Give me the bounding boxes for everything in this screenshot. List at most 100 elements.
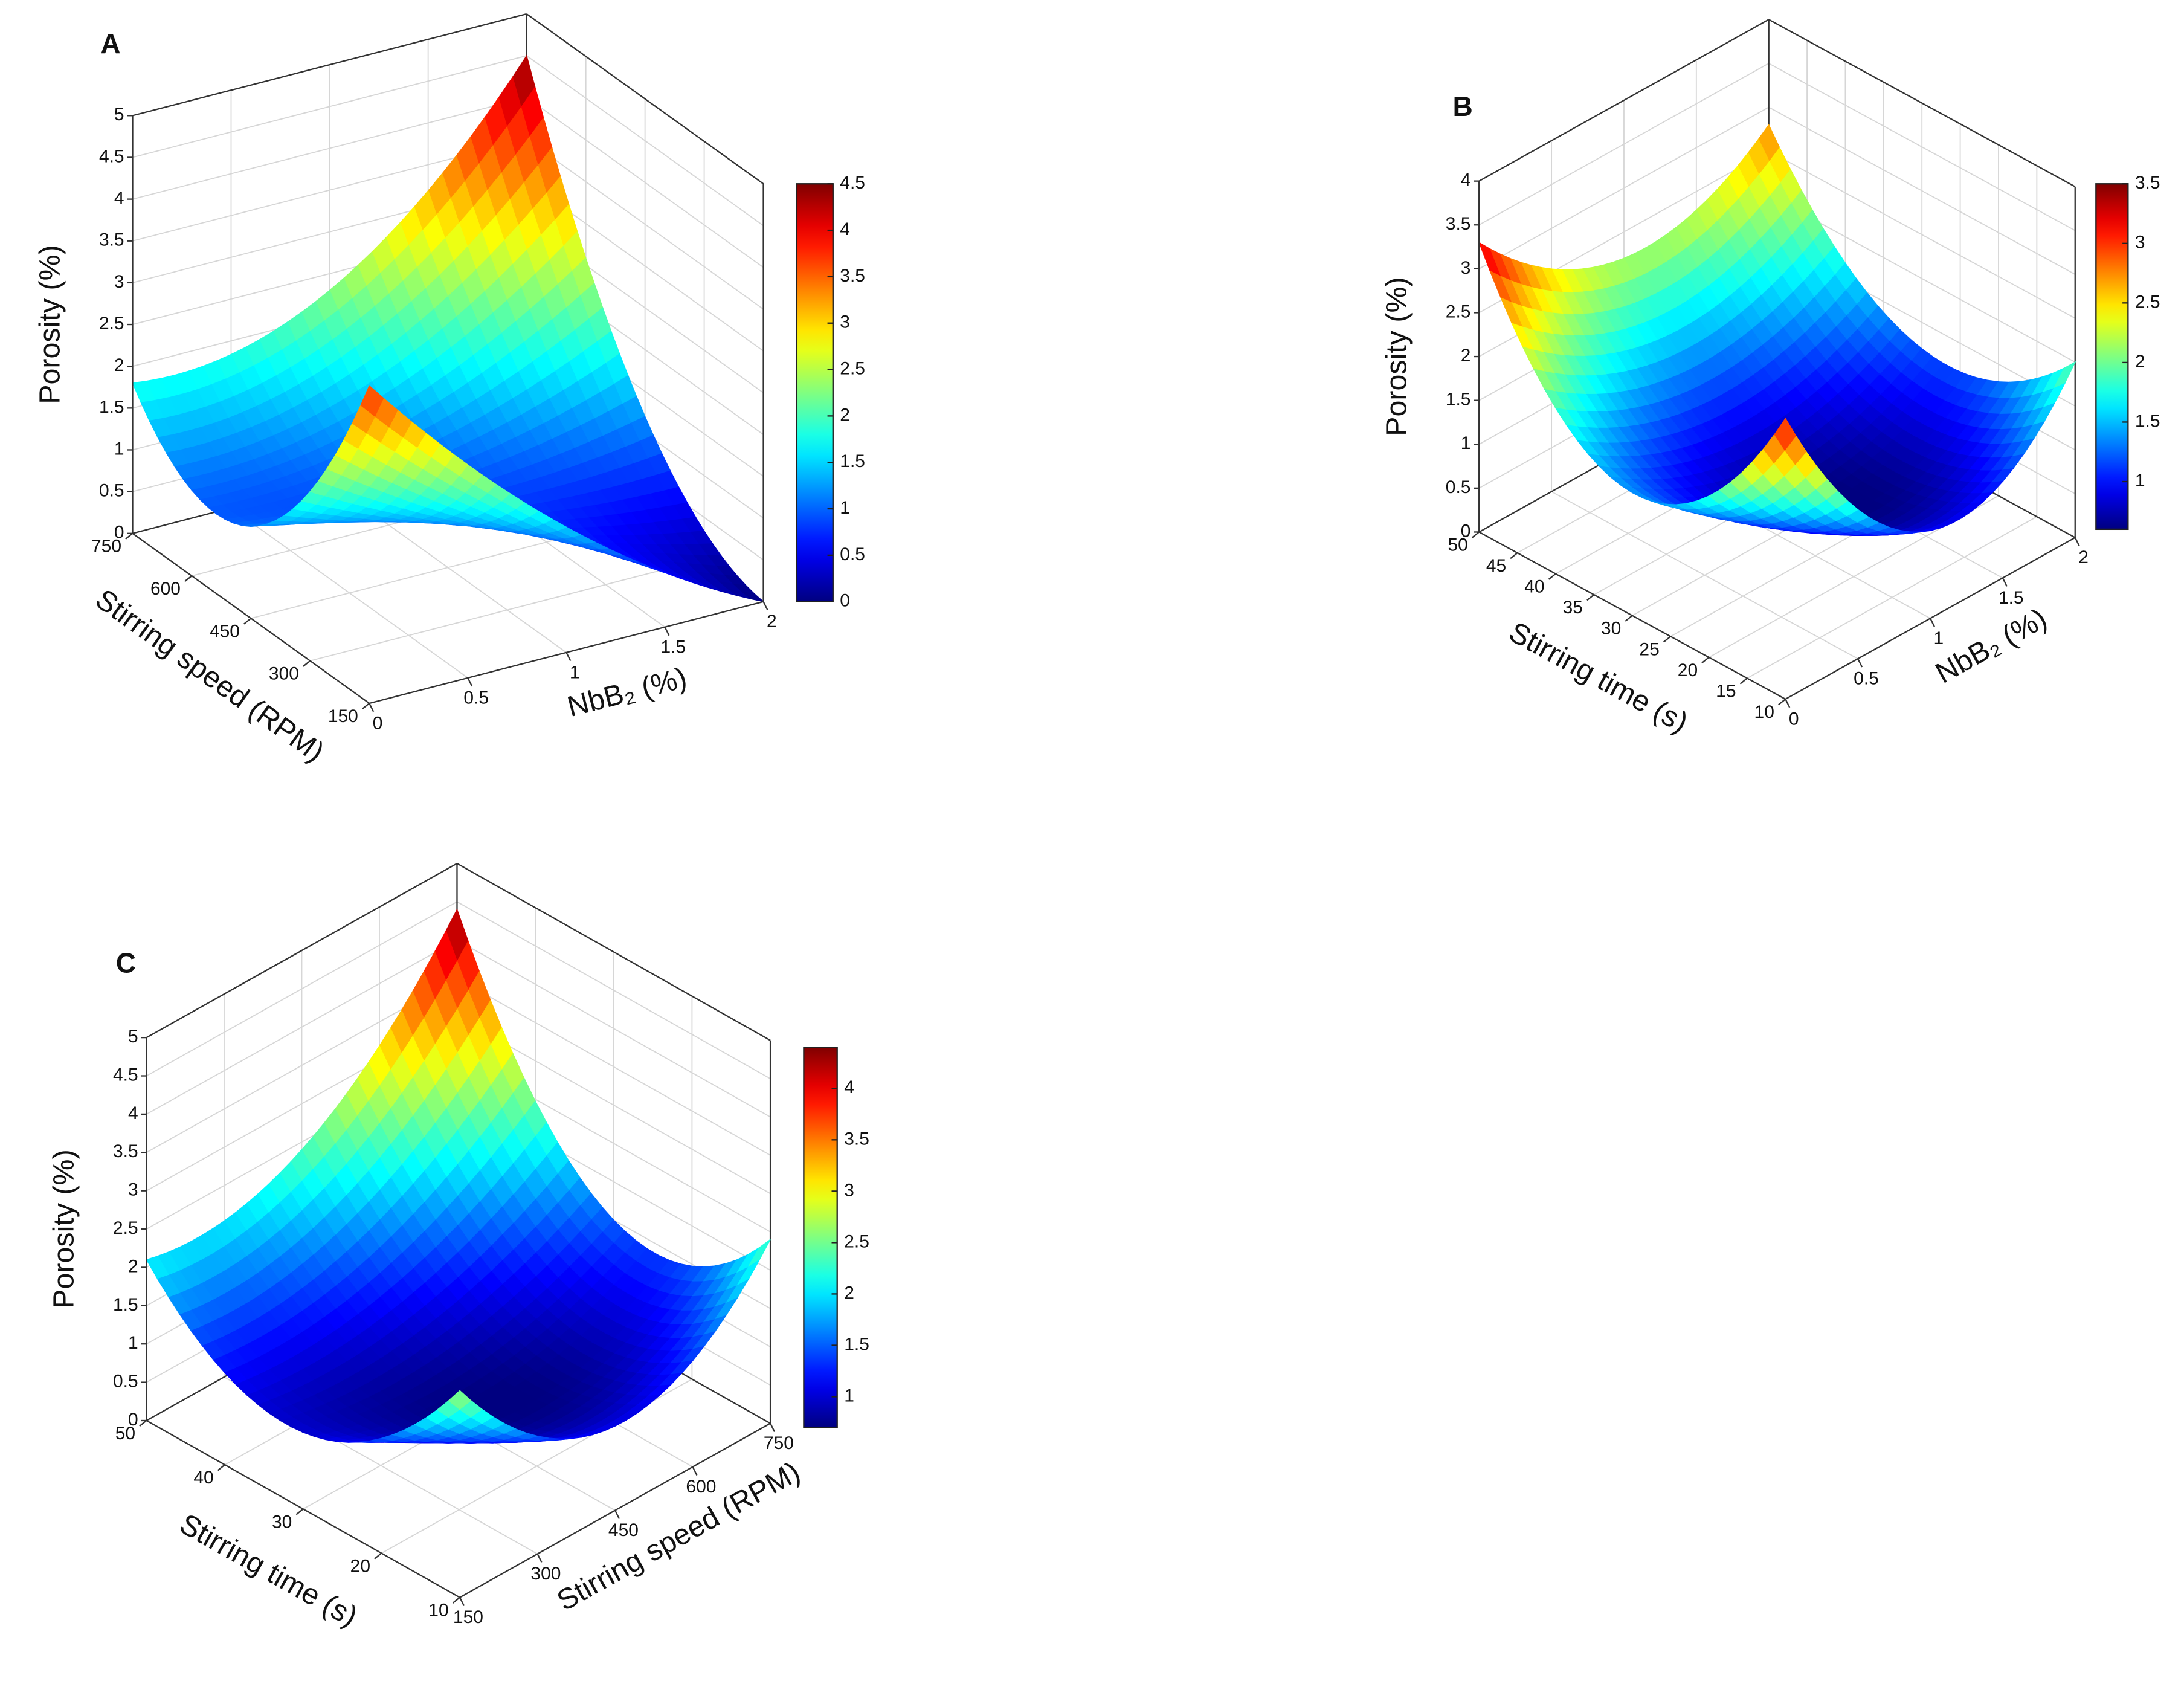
y-tick-label: 45 [1486, 556, 1506, 576]
x-tick-label: 450 [608, 1520, 639, 1540]
z-tick-label: 4.5 [99, 146, 124, 166]
y-tick-label: 50 [1448, 535, 1467, 555]
y-tick [125, 532, 134, 540]
y-tick-label: 300 [269, 664, 299, 684]
x-tick [1930, 618, 1935, 627]
z-tick-label: 0 [128, 1410, 138, 1430]
grid-line [526, 55, 764, 227]
y-tick [1701, 657, 1710, 664]
box-edge [1768, 19, 2076, 187]
colorbar-tick-label: 1.5 [2135, 411, 2160, 431]
z-tick-label: 4 [128, 1103, 138, 1123]
colorbar [796, 183, 834, 602]
z-tick-label: 2 [128, 1256, 138, 1276]
colorbar-tick-label: 0.5 [840, 544, 865, 564]
z-tick-label: 2 [1461, 346, 1471, 366]
z-tick-label: 2 [114, 355, 124, 375]
y-tick-label: 40 [193, 1468, 213, 1488]
x-tick-label: 1.5 [1999, 588, 2024, 608]
x-tick [467, 677, 473, 687]
x-tick [1785, 699, 1791, 708]
grid-line [1768, 106, 2076, 275]
x-tick [614, 1510, 620, 1519]
x-tick-label: 0 [373, 713, 383, 733]
colorbar-tick-label: 0 [840, 591, 850, 611]
y-tick-label: 450 [210, 621, 240, 641]
z-axis-title: Porosity (%) [48, 1149, 80, 1309]
x-tick [2074, 537, 2080, 547]
colorbar-tick-label: 2 [844, 1283, 854, 1303]
y-tick [303, 660, 311, 667]
colorbar-tick-label: 4 [844, 1077, 854, 1097]
colorbar-tick-label: 2 [840, 405, 850, 425]
x-tick-label: 150 [453, 1607, 483, 1627]
z-tick-label: 0.5 [113, 1372, 138, 1392]
y-tick [1778, 699, 1786, 706]
grid-line [457, 978, 771, 1156]
colorbar-tick-label: 1 [844, 1386, 854, 1405]
colorbar [803, 1047, 838, 1428]
colorbar-tick-label: 3.5 [2135, 173, 2160, 193]
grid-line [457, 901, 771, 1079]
x-tick [459, 1597, 465, 1607]
z-tick-label: 1.5 [113, 1295, 138, 1315]
grid-line [1478, 63, 1770, 226]
colorbar-tick-label: 2.5 [840, 358, 865, 378]
y-tick [1739, 677, 1748, 685]
z-tick-label: 2.5 [1446, 302, 1471, 321]
surface [1478, 124, 2076, 537]
x-tick-label: 600 [686, 1477, 716, 1497]
panel-label: A [100, 28, 120, 59]
z-tick-label: 5 [114, 105, 124, 124]
z-tick-label: 2.5 [99, 314, 124, 334]
colorbar-tick-label: 3.5 [844, 1129, 869, 1149]
surface-patch [448, 1390, 472, 1410]
grid-line [310, 558, 704, 662]
x-tick-label: 750 [764, 1433, 794, 1453]
x-axis-title: NbB₂ (%) [1930, 602, 2052, 689]
z-tick-label: 3.5 [113, 1141, 138, 1161]
colorbar-tick-label: 4 [840, 219, 850, 239]
z-tick-label: 3.5 [1446, 214, 1471, 234]
colorbar-tick-label: 2.5 [2135, 292, 2160, 312]
z-tick-label: 1 [114, 439, 124, 459]
x-tick-label: 1 [1934, 628, 1944, 648]
colorbar [2095, 183, 2129, 531]
y-tick-label: 30 [1601, 619, 1621, 639]
z-tick-label: 3 [1461, 258, 1471, 278]
z-tick-label: 0 [1461, 521, 1471, 541]
z-tick-label: 0.5 [99, 481, 124, 501]
panel-label: C [116, 947, 136, 978]
box-edge [132, 13, 527, 117]
surface-patch [360, 385, 384, 417]
x-tick [565, 652, 572, 662]
colorbar-tick-label: 1.5 [840, 451, 865, 471]
x-tick [1857, 658, 1863, 668]
colorbar-tick-label: 2 [2135, 352, 2145, 372]
grid-line [457, 939, 771, 1118]
box-edge [456, 863, 771, 1041]
x-tick [2002, 578, 2008, 587]
grid-line [526, 97, 764, 268]
z-tick-label: 4 [114, 189, 124, 208]
y-tick [217, 1464, 225, 1471]
z-tick-label: 1 [1461, 433, 1471, 453]
surface [146, 908, 771, 1444]
y-tick-label: 10 [1754, 702, 1774, 722]
grid-line [1768, 63, 2076, 231]
y-tick [452, 1596, 460, 1604]
x-tick [369, 703, 375, 712]
x-tick-label: 300 [530, 1564, 561, 1584]
y-tick-label: 40 [1524, 577, 1544, 597]
grid-line [132, 97, 527, 200]
x-axis-title: Stirring speed (RPM) [552, 1456, 805, 1618]
z-tick-label: 5 [128, 1027, 138, 1047]
y-tick [1663, 636, 1671, 643]
colorbar-tick-label: 1.5 [844, 1334, 869, 1354]
z-tick-label: 0 [114, 523, 124, 543]
box-edge [146, 863, 458, 1039]
colorbar-tick-label: 2.5 [844, 1231, 869, 1251]
y-tick-label: 10 [428, 1601, 448, 1621]
grid-line [1478, 106, 1770, 269]
